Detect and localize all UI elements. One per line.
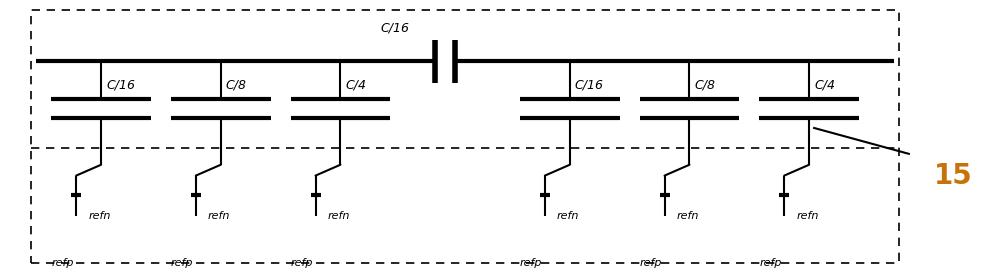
Text: C/4: C/4 (814, 78, 835, 91)
Text: refn: refn (796, 211, 819, 221)
Text: C/4: C/4 (345, 78, 366, 91)
Text: refn: refn (557, 211, 579, 221)
Text: refn: refn (88, 211, 111, 221)
Text: C/8: C/8 (226, 78, 247, 91)
Text: refp: refp (171, 258, 193, 268)
Text: C/16: C/16 (575, 78, 604, 91)
Text: refp: refp (291, 258, 313, 268)
Text: refp: refp (759, 258, 782, 268)
Text: C/16: C/16 (381, 21, 410, 34)
Text: refp: refp (640, 258, 662, 268)
Text: refn: refn (327, 211, 350, 221)
Text: C/16: C/16 (106, 78, 135, 91)
Text: refp: refp (51, 258, 74, 268)
Text: refn: refn (208, 211, 230, 221)
Text: refp: refp (520, 258, 542, 268)
Text: 15: 15 (934, 162, 973, 189)
Text: C/8: C/8 (694, 78, 715, 91)
Text: refn: refn (677, 211, 699, 221)
